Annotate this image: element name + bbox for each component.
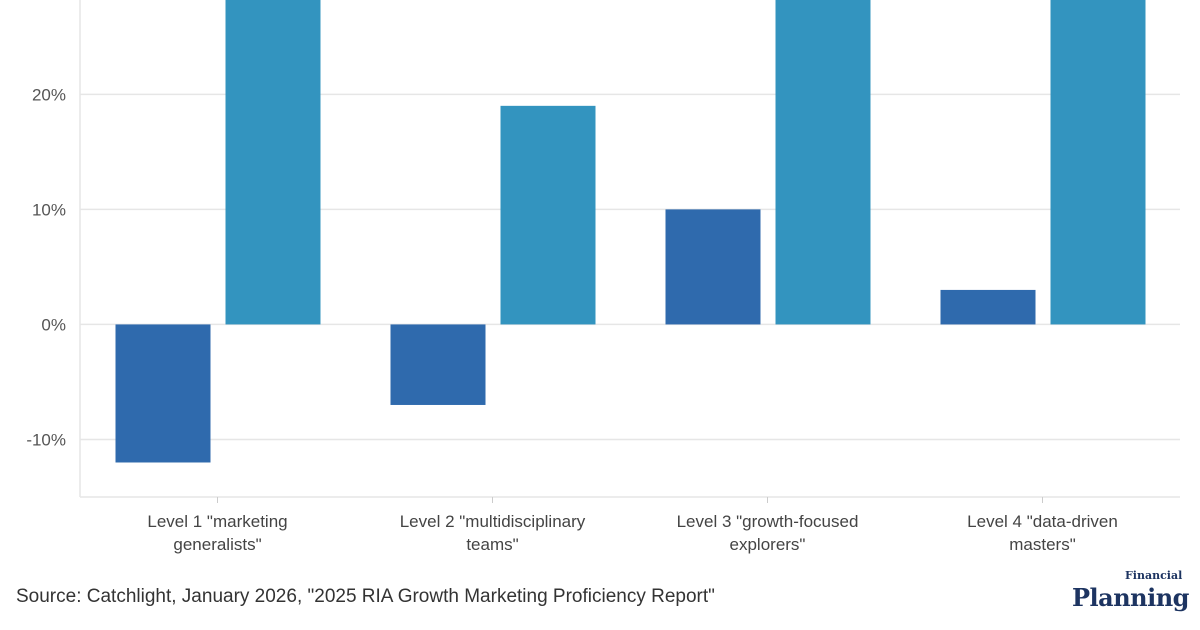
- y-tick-label: -10%: [26, 430, 66, 449]
- bar-series2-3: [775, 0, 871, 325]
- y-tick-label: 0%: [41, 315, 66, 334]
- bar-series2-1: [225, 0, 321, 325]
- y-tick-label: 20%: [32, 85, 66, 104]
- x-tick-label: generalists": [173, 535, 261, 554]
- x-tick-label: explorers": [730, 535, 806, 554]
- x-tick-label: Level 3 "growth-focused: [677, 512, 859, 531]
- x-tick-label: teams": [466, 535, 518, 554]
- x-tick-label: Level 1 "marketing: [147, 512, 287, 531]
- y-tick-label: 10%: [32, 200, 66, 219]
- bar-series1-2: [390, 324, 486, 405]
- x-tick-label: Level 4 "data-driven: [967, 512, 1118, 531]
- financial-planning-logo: Financial Planning: [1072, 570, 1192, 616]
- bar-series1-1: [115, 324, 211, 463]
- bar-series2-2: [500, 105, 596, 325]
- bar-series2-4: [1050, 0, 1146, 325]
- bar-series1-4: [940, 289, 1036, 325]
- bar-series1-3: [665, 209, 761, 325]
- x-tick-label: masters": [1009, 535, 1076, 554]
- x-tick-label: Level 2 "multidisciplinary: [400, 512, 586, 531]
- logo-big-text: Planning: [1072, 583, 1189, 612]
- bar-chart: -10% 0% 10% 20% Level 1 "marketing generalist…: [26, 0, 1180, 554]
- source-note: Source: Catchlight, January 2026, "2025 …: [16, 586, 715, 607]
- logo-small-text: Financial: [1125, 569, 1183, 582]
